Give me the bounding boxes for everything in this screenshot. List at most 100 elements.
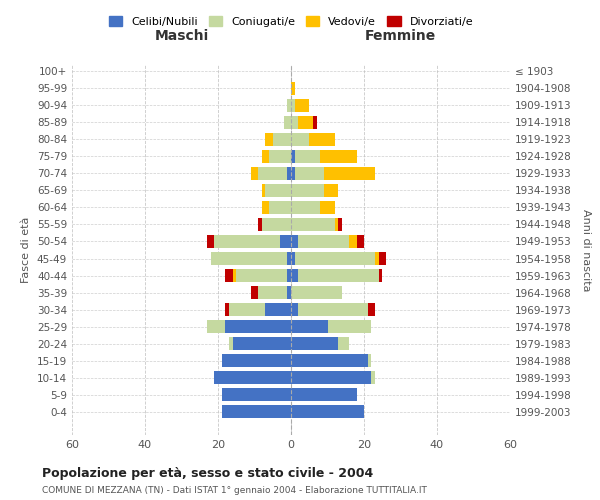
Bar — [291, 218, 342, 231]
Bar — [291, 286, 342, 299]
Bar — [291, 269, 298, 282]
Bar — [207, 320, 291, 333]
Bar — [291, 116, 313, 129]
Bar — [265, 303, 291, 316]
Bar — [262, 184, 291, 197]
Bar — [291, 99, 309, 112]
Bar — [214, 371, 291, 384]
Bar — [251, 167, 291, 180]
Bar — [291, 337, 349, 350]
Bar — [273, 133, 291, 146]
Bar — [221, 405, 291, 418]
Bar — [291, 252, 295, 265]
Bar — [207, 320, 291, 333]
Bar — [214, 371, 291, 384]
Bar — [287, 99, 291, 112]
Bar — [262, 150, 291, 163]
Bar — [291, 388, 356, 401]
Bar — [291, 116, 317, 129]
Bar — [214, 235, 291, 248]
Text: Femmine: Femmine — [365, 28, 436, 42]
Bar — [221, 388, 291, 401]
Bar — [291, 405, 364, 418]
Bar — [221, 354, 291, 367]
Bar — [258, 167, 291, 180]
Bar — [291, 320, 371, 333]
Bar — [287, 167, 291, 180]
Bar — [226, 269, 291, 282]
Bar — [229, 337, 291, 350]
Bar — [291, 371, 375, 384]
Bar — [291, 133, 335, 146]
Bar — [291, 269, 379, 282]
Y-axis label: Fasce di età: Fasce di età — [22, 217, 31, 283]
Bar — [262, 201, 291, 214]
Bar — [291, 235, 298, 248]
Bar — [229, 303, 291, 316]
Bar — [291, 354, 371, 367]
Bar — [291, 235, 356, 248]
Bar — [221, 388, 291, 401]
Bar — [287, 99, 291, 112]
Bar — [291, 303, 375, 316]
Bar — [221, 354, 291, 367]
Bar — [291, 269, 379, 282]
Bar — [262, 150, 291, 163]
Bar — [269, 201, 291, 214]
Bar — [291, 184, 324, 197]
Bar — [291, 320, 371, 333]
Bar — [221, 388, 291, 401]
Bar — [214, 371, 291, 384]
Bar — [284, 116, 291, 129]
Bar — [284, 116, 291, 129]
Bar — [291, 150, 295, 163]
Bar — [291, 354, 368, 367]
Bar — [291, 354, 371, 367]
Bar — [291, 184, 338, 197]
Bar — [221, 354, 291, 367]
Text: Maschi: Maschi — [154, 28, 209, 42]
Bar — [221, 405, 291, 418]
Bar — [291, 286, 342, 299]
Bar — [211, 252, 291, 265]
Bar — [221, 354, 291, 367]
Bar — [236, 269, 291, 282]
Bar — [287, 286, 291, 299]
Y-axis label: Anni di nascita: Anni di nascita — [581, 209, 591, 291]
Text: COMUNE DI MEZZANA (TN) - Dati ISTAT 1° gennaio 2004 - Elaborazione TUTTITALIA.IT: COMUNE DI MEZZANA (TN) - Dati ISTAT 1° g… — [42, 486, 427, 495]
Bar — [291, 201, 320, 214]
Bar — [291, 337, 349, 350]
Bar — [262, 184, 291, 197]
Bar — [280, 235, 291, 248]
Bar — [291, 371, 375, 384]
Bar — [207, 320, 291, 333]
Bar — [291, 303, 368, 316]
Bar — [221, 405, 291, 418]
Bar — [229, 337, 291, 350]
Bar — [291, 252, 375, 265]
Bar — [214, 235, 291, 248]
Bar — [291, 303, 298, 316]
Bar — [291, 150, 356, 163]
Bar — [291, 354, 371, 367]
Bar — [291, 252, 386, 265]
Bar — [221, 405, 291, 418]
Text: Popolazione per età, sesso e stato civile - 2004: Popolazione per età, sesso e stato civil… — [42, 468, 373, 480]
Bar — [226, 303, 291, 316]
Bar — [251, 286, 291, 299]
Bar — [291, 133, 335, 146]
Bar — [291, 405, 364, 418]
Bar — [291, 99, 309, 112]
Bar — [226, 320, 291, 333]
Bar — [211, 252, 291, 265]
Bar — [229, 337, 291, 350]
Bar — [291, 201, 335, 214]
Bar — [291, 405, 364, 418]
Bar — [291, 235, 349, 248]
Bar — [269, 150, 291, 163]
Bar — [291, 201, 335, 214]
Bar — [265, 184, 291, 197]
Bar — [262, 218, 291, 231]
Bar — [291, 269, 382, 282]
Bar — [291, 303, 368, 316]
